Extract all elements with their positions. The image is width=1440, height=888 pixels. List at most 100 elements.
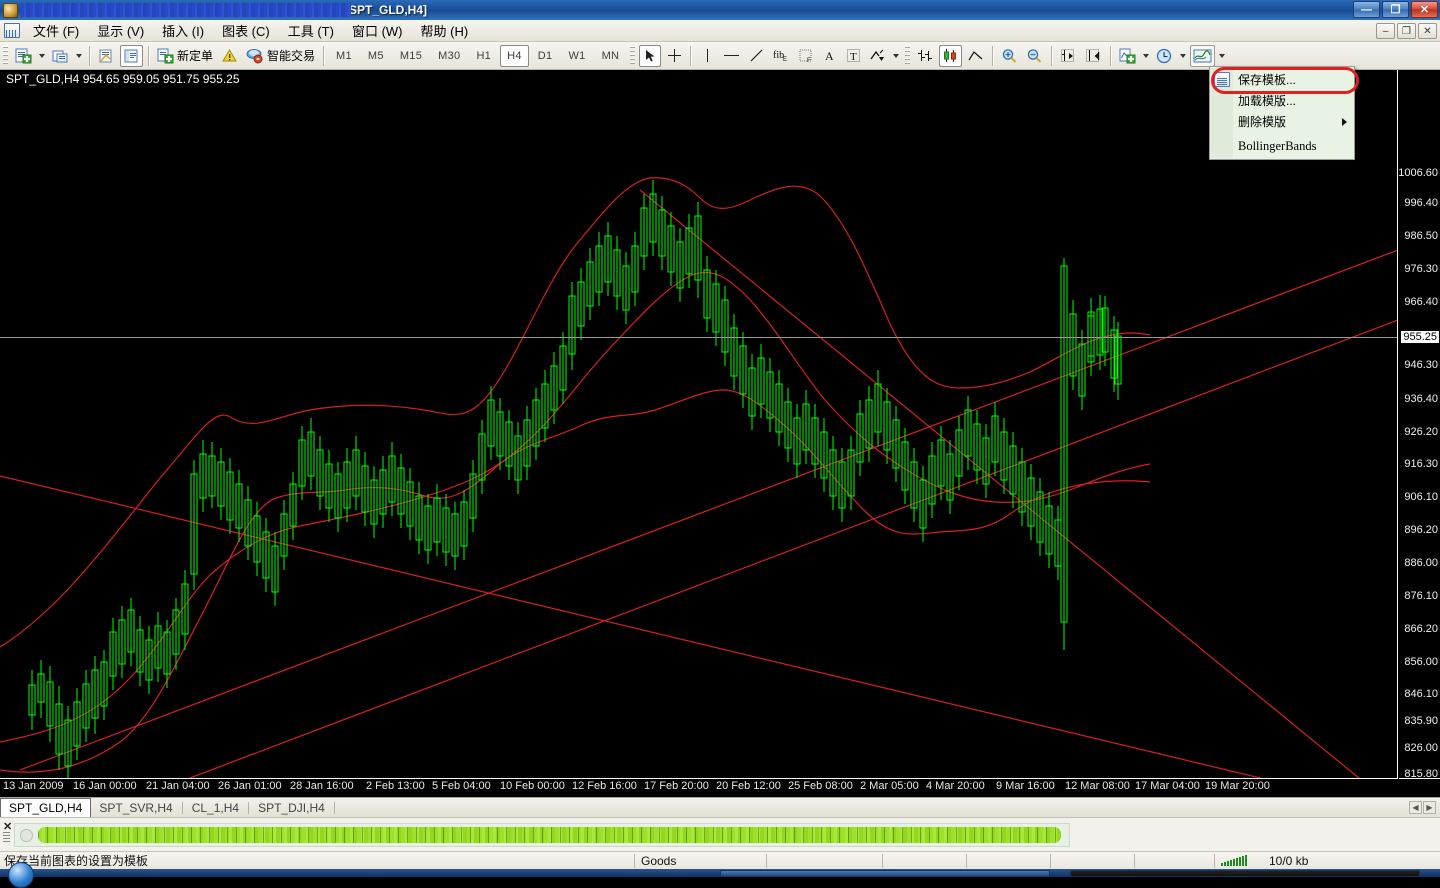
chart-tab-spt-dji-label: SPT_DJI,H4 [258, 801, 325, 815]
chart-tab-spt-dji[interactable]: SPT_DJI,H4 [250, 799, 333, 817]
time-axis[interactable]: 13 Jan 2009 16 Jan 00:00 21 Jan 04:00 26… [0, 778, 1398, 794]
horizontal-line-icon[interactable] [720, 45, 743, 67]
chart-tab-spt-gld[interactable]: SPT_GLD,H4 [0, 798, 92, 817]
shapes-dropdown-icon[interactable] [893, 53, 900, 58]
tab-scroll-left-icon[interactable]: ◀ [1409, 801, 1422, 814]
mdi-minimize-button[interactable]: – [1376, 23, 1395, 39]
minimize-button[interactable]: — [1353, 1, 1380, 18]
taskbar-item[interactable] [1070, 870, 1420, 877]
timeframe-d1[interactable]: D1 [531, 45, 560, 67]
mdi-restore-button[interactable]: ❐ [1397, 23, 1416, 39]
chart-ohlc-header: SPT_GLD,H4 954.65 959.05 951.75 955.25 [6, 72, 240, 86]
toolbar-grip[interactable] [3, 45, 8, 66]
menu-window[interactable]: 窗口 (W) [351, 24, 403, 39]
profiles-icon[interactable] [49, 45, 72, 67]
menu-insert[interactable]: 插入 (I) [162, 24, 205, 39]
terminal-grip[interactable] [3, 832, 10, 844]
ctx-delete-template-label: 删除模版 [1238, 115, 1287, 129]
price-tick: 835.90 [1404, 715, 1438, 727]
timeframe-mn[interactable]: MN [595, 45, 627, 67]
mdi-close-button[interactable]: ✕ [1418, 23, 1437, 39]
chart-canvas[interactable]: SPT_GLD,H4 954.65 959.05 951.75 955.25 [0, 70, 1398, 778]
ctx-load-template[interactable]: 加载模版... [1210, 90, 1354, 111]
timeframe-m15[interactable]: M15 [393, 45, 429, 67]
toolbar-separator-4 [690, 45, 692, 66]
indicators-dropdown-icon[interactable] [1143, 53, 1150, 58]
terminal-redacted-content [38, 827, 1061, 843]
current-price-line [0, 337, 1397, 338]
menu-charts[interactable]: 图表 (C) [222, 24, 270, 39]
price-tick: 826.00 [1404, 742, 1438, 754]
period-dropdown-icon[interactable] [1180, 53, 1187, 58]
line-chart-icon[interactable] [964, 45, 987, 67]
new-chart-dropdown-icon[interactable] [39, 53, 45, 58]
timeframe-w1[interactable]: W1 [561, 45, 592, 67]
chart-tab-spt-svr-label: SPT_SVR,H4 [99, 801, 173, 815]
restore-button[interactable]: ❐ [1382, 1, 1409, 18]
windows-taskbar [0, 862, 1440, 888]
price-tick: 986.50 [1404, 230, 1438, 242]
menu-tools[interactable]: 工具 (T) [287, 24, 334, 39]
status-connection[interactable]: 10/0 kb [1214, 853, 1374, 868]
ctx-save-template[interactable]: 保存模板... [1210, 69, 1354, 90]
status-cell-4 [966, 853, 1050, 868]
menu-file[interactable]: 文件 (F) [33, 24, 80, 39]
price-axis[interactable]: 1006.60 996.40 986.50 976.30 966.40 955.… [1398, 70, 1440, 780]
taskbar-item[interactable] [720, 870, 1050, 877]
market-watch-icon[interactable] [95, 45, 118, 67]
ctx-delete-template[interactable]: 删除模版 [1210, 111, 1354, 132]
period-clock-icon[interactable] [1153, 45, 1176, 67]
terminal-row[interactable] [14, 823, 1070, 847]
timeframe-h1[interactable]: H1 [469, 45, 498, 67]
menu-view[interactable]: 显示 (V) [97, 24, 145, 39]
menu-help[interactable]: 帮助 (H) [420, 24, 469, 39]
toolbar-separator-6 [1051, 45, 1053, 66]
ctx-template-bollingerbands[interactable]: BollingerBands [1210, 136, 1354, 157]
profiles-dropdown-icon[interactable] [76, 53, 82, 58]
new-chart-icon[interactable] [12, 45, 35, 67]
timeframe-h1-label: H1 [476, 49, 492, 62]
auto-trading-button[interactable]: 智能交易 [243, 45, 318, 67]
templates-dropdown-icon[interactable] [1219, 53, 1226, 58]
zoom-in-icon[interactable] [998, 45, 1021, 67]
templates-icon[interactable] [1190, 44, 1216, 67]
text-label-icon[interactable]: T [842, 45, 864, 67]
terminal-close-icon[interactable]: ✕ [3, 821, 13, 833]
price-tick: 906.10 [1404, 491, 1438, 503]
chart-toolbar-grip[interactable] [905, 45, 911, 66]
cursor-icon[interactable] [639, 44, 662, 67]
timeframe-m5[interactable]: M5 [361, 45, 391, 67]
zoom-out-icon[interactable] [1023, 45, 1046, 67]
text-icon[interactable]: A [818, 45, 840, 67]
chart-tab-cl-1[interactable]: CL_1,H4 [184, 799, 247, 817]
timeframe-h4[interactable]: H4 [500, 44, 529, 67]
trendline-icon[interactable] [745, 45, 767, 67]
ctx-load-template-label: 加载模版... [1238, 94, 1297, 108]
crosshair-icon[interactable] [663, 45, 685, 67]
shapes-icon[interactable] [866, 45, 889, 67]
indicators-icon[interactable] [1116, 45, 1139, 67]
candlestick-chart-icon[interactable] [939, 44, 963, 67]
timeframe-m30[interactable]: M30 [431, 45, 467, 67]
channel-icon[interactable]: F [794, 45, 816, 67]
drawing-toolbar-grip[interactable] [630, 45, 636, 66]
data-window-icon[interactable] [120, 44, 143, 67]
tab-scroll-right-icon[interactable]: ▶ [1423, 801, 1436, 814]
timeframe-m1[interactable]: M1 [329, 45, 359, 67]
fibonacci-icon[interactable]: fib E [769, 45, 792, 67]
time-tick: 25 Feb 08:00 [788, 780, 853, 792]
start-button-icon[interactable] [8, 862, 34, 888]
price-tick: 946.30 [1404, 359, 1438, 371]
close-button[interactable]: ✕ [1411, 1, 1438, 18]
chart-horizontal-scrollbar[interactable] [0, 795, 1440, 797]
auto-scroll-icon[interactable] [1057, 45, 1080, 67]
tab-divider [248, 802, 250, 814]
new-order-button[interactable]: 新定单 [154, 45, 216, 67]
bar-chart-icon[interactable] [914, 45, 937, 67]
mdi-document-icon [4, 23, 20, 38]
chart-shift-icon[interactable] [1082, 45, 1105, 67]
chart-tab-spt-svr[interactable]: SPT_SVR,H4 [91, 799, 180, 817]
warning-icon[interactable] [218, 45, 241, 67]
time-tick: 19 Mar 20:00 [1205, 780, 1270, 792]
vertical-line-icon[interactable] [696, 45, 718, 67]
